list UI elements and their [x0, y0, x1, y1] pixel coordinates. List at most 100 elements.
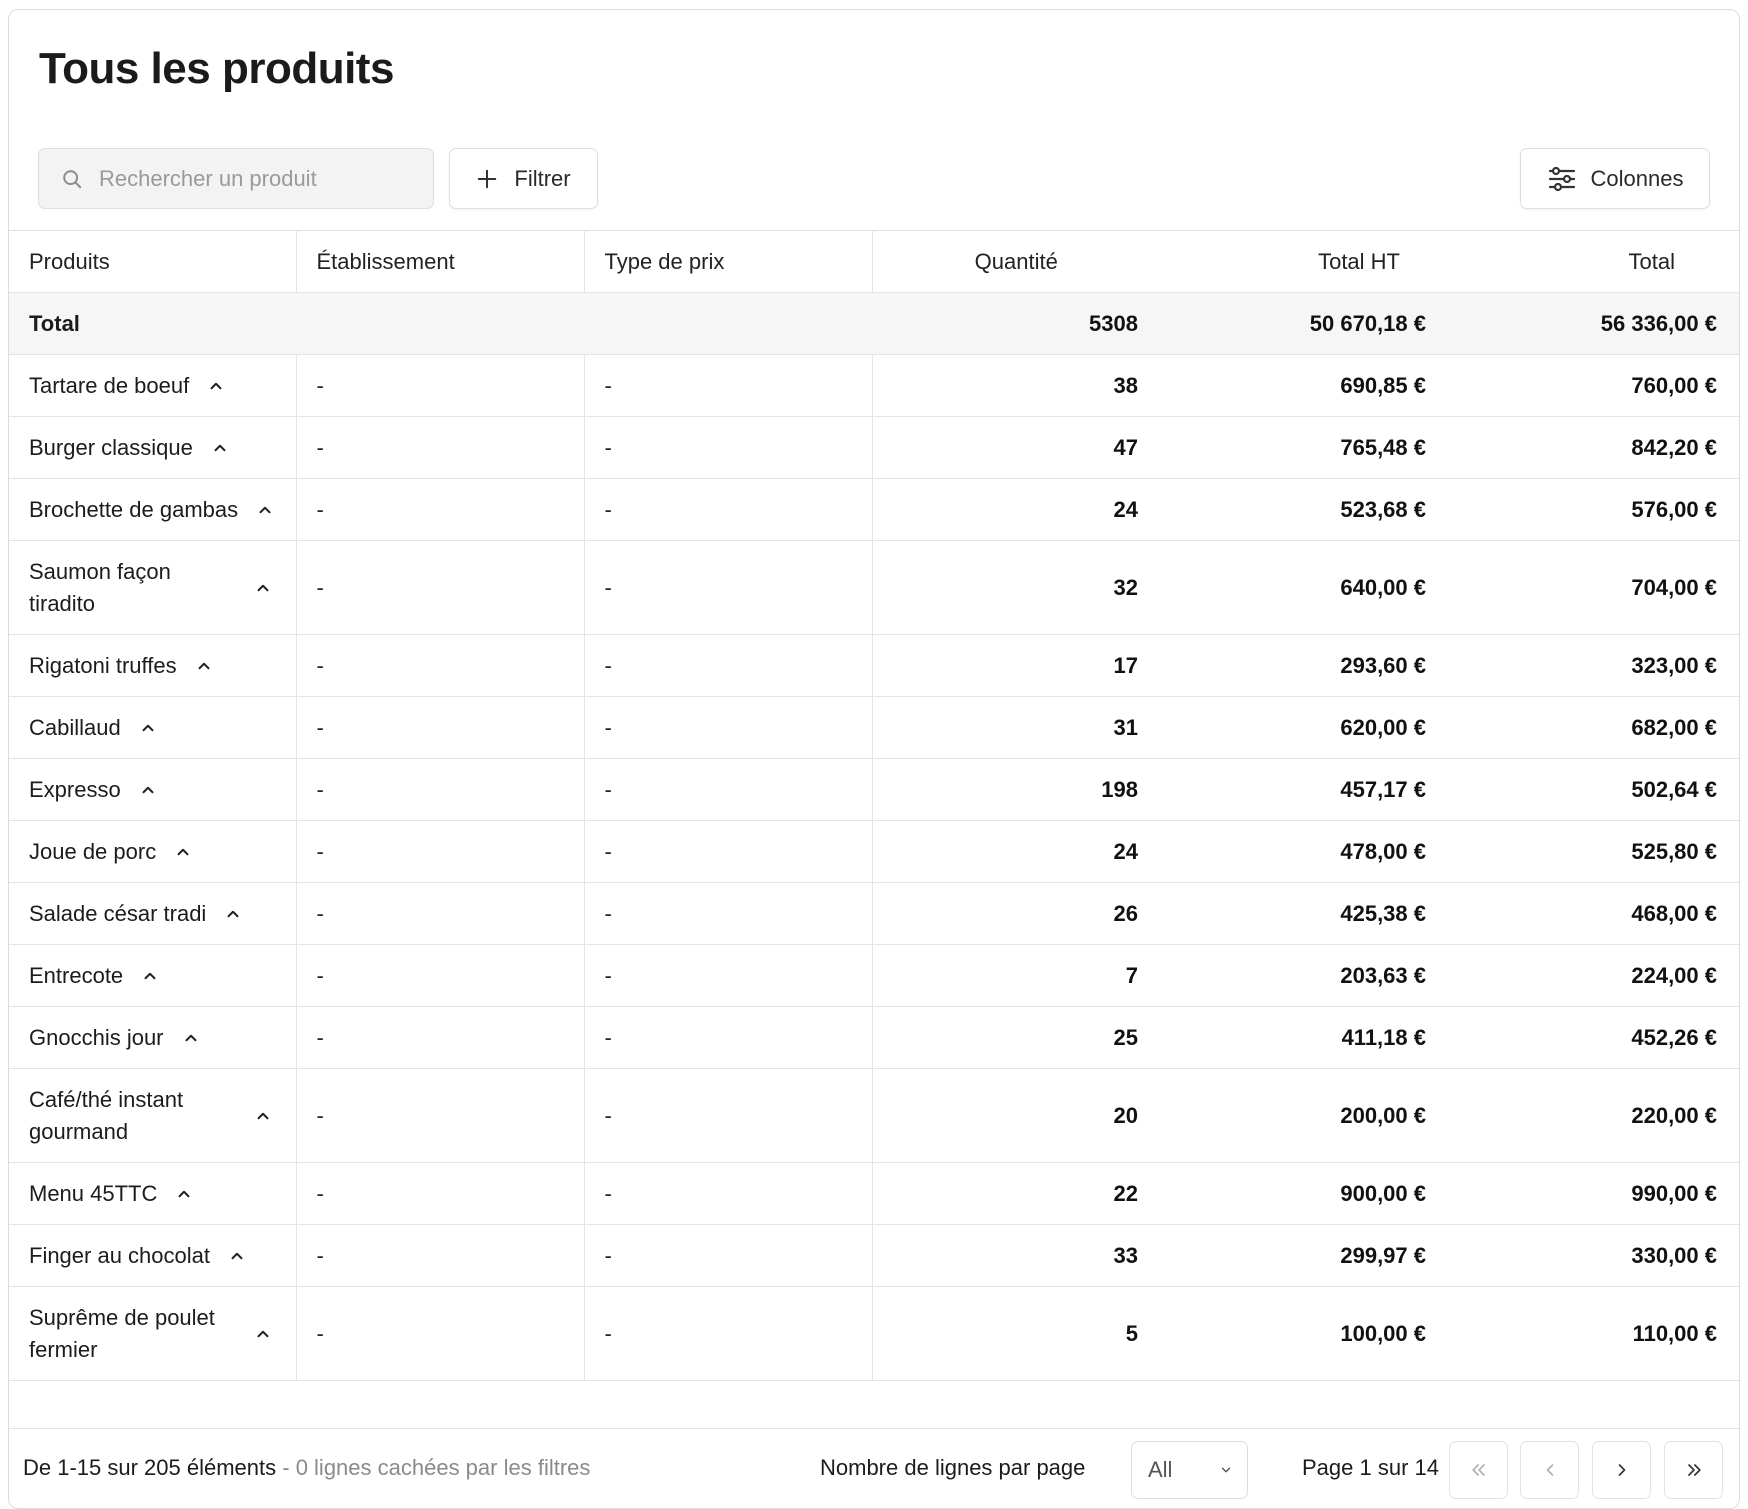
page-info: Page 1 sur 14 [1302, 1455, 1439, 1480]
search-input[interactable] [99, 165, 399, 192]
table-row[interactable]: Joue de porc - -24 478,00 €525,80 € [9, 820, 1739, 883]
chevron-up-icon[interactable] [228, 1247, 246, 1265]
quantity-cell: 198 [872, 758, 1160, 821]
table-row[interactable]: Suprême de poulet fermier - -5 100,00 €110,… [9, 1286, 1739, 1381]
header-total-ht[interactable]: Total HT [1160, 230, 1448, 293]
etablissement-cell: - [296, 696, 585, 759]
total-ht-cell: 425,38 € [1160, 882, 1448, 945]
total-row: Total 5308 50 670,18 € 56 336,00 € [9, 292, 1739, 355]
chevron-left-icon [1546, 1464, 1553, 1476]
product-cell-content: Saumon façon tiradito [29, 556, 276, 620]
total-ht-cell: 457,17 € [1160, 758, 1448, 821]
table-row[interactable]: Entrecote - -7 203,63 €224,00 € [9, 944, 1739, 1007]
quantity-cell: 25 [872, 1006, 1160, 1069]
chevron-up-icon[interactable] [254, 1325, 272, 1343]
pagination-summary: De 1-15 sur 205 éléments - 0 lignes cach… [23, 1455, 590, 1481]
total-ht: 50 670,18 € [1160, 292, 1448, 355]
type-de-prix-cell: - [584, 696, 873, 759]
columns-button[interactable]: Colonnes [1520, 148, 1710, 209]
quantity-cell: 38 [872, 354, 1160, 417]
etablissement-cell: - [296, 478, 585, 541]
header-quantite[interactable]: Quantité [872, 230, 1160, 293]
table-row[interactable]: Burger classique - -47 765,48 €842,20 € [9, 416, 1739, 479]
table-row[interactable]: Brochette de gambas - -24 523,68 €576,00 € [9, 478, 1739, 541]
total-ht-cell: 478,00 € [1160, 820, 1448, 883]
chevron-up-icon[interactable] [182, 1029, 200, 1047]
etablissement-cell: - [296, 1162, 585, 1225]
chevron-up-icon[interactable] [256, 501, 274, 519]
product-cell-content: Menu 45TTC [29, 1178, 276, 1210]
chevron-up-icon[interactable] [211, 439, 229, 457]
chevron-up-icon[interactable] [141, 967, 159, 985]
total-cell: 576,00 € [1448, 478, 1739, 541]
filter-button[interactable]: Filtrer [449, 148, 598, 209]
product-cell-content: Suprême de poulet fermier [29, 1302, 276, 1366]
chevron-up-icon[interactable] [175, 1185, 193, 1203]
total-cell: 110,00 € [1448, 1286, 1739, 1381]
chevron-up-icon[interactable] [254, 1107, 272, 1125]
table-row[interactable]: Café/thé instant gourmand - -20 200,00 €220… [9, 1068, 1739, 1163]
chevron-up-icon[interactable] [174, 843, 192, 861]
table-row[interactable]: Expresso - -198 457,17 €502,64 € [9, 758, 1739, 821]
first-page-button[interactable] [1449, 1441, 1508, 1499]
total-ht-cell: 900,00 € [1160, 1162, 1448, 1225]
type-de-prix-cell: - [584, 1068, 873, 1163]
quantity-cell: 47 [872, 416, 1160, 479]
etablissement-cell: - [296, 1006, 585, 1069]
etablissement-cell: - [296, 354, 585, 417]
table-row[interactable]: Finger au chocolat - -33 299,97 €330,00 € [9, 1224, 1739, 1287]
next-page-button[interactable] [1592, 1441, 1651, 1499]
type-de-prix-cell: - [584, 820, 873, 883]
table-row[interactable]: Rigatoni truffes - -17 293,60 €323,00 € [9, 634, 1739, 697]
total-cell: 990,00 € [1448, 1162, 1739, 1225]
chevron-up-icon[interactable] [254, 579, 272, 597]
table-row[interactable]: Gnocchis jour - -25 411,18 €452,26 € [9, 1006, 1739, 1069]
type-de-prix-cell: - [584, 478, 873, 541]
total-cell: 468,00 € [1448, 882, 1739, 945]
quantity-cell: 32 [872, 540, 1160, 635]
quantity-cell: 20 [872, 1068, 1160, 1163]
toolbar: Filtrer Colonnes [9, 148, 1739, 210]
chevron-up-icon[interactable] [139, 719, 157, 737]
chevron-up-icon[interactable] [139, 781, 157, 799]
product-cell: Expresso [9, 758, 297, 821]
rows-per-page-select[interactable]: All [1131, 1441, 1248, 1499]
type-de-prix-cell: - [584, 1286, 873, 1381]
type-de-prix-cell: - [584, 634, 873, 697]
header-total[interactable]: Total [1448, 230, 1739, 293]
table-row[interactable]: Cabillaud - -31 620,00 €682,00 € [9, 696, 1739, 759]
product-name: Rigatoni truffes [29, 652, 177, 678]
last-page-button[interactable] [1664, 1441, 1723, 1499]
table-row[interactable]: Menu 45TTC - -22 900,00 €990,00 € [9, 1162, 1739, 1225]
product-name: Brochette de gambas [29, 496, 239, 522]
type-de-prix-cell: - [584, 1006, 873, 1069]
total-cell: 760,00 € [1448, 354, 1739, 417]
chevron-up-icon[interactable] [207, 377, 225, 395]
total-cell: 704,00 € [1448, 540, 1739, 635]
header-etablissement[interactable]: Établissement [296, 230, 585, 293]
type-de-prix-cell: - [584, 1224, 873, 1287]
table-row[interactable]: Salade césar tradi - -26 425,38 €468,00 € [9, 882, 1739, 945]
type-de-prix-cell: - [584, 540, 873, 635]
total-label: Total [9, 292, 296, 355]
previous-page-button[interactable] [1520, 1441, 1579, 1499]
search-box[interactable] [38, 148, 434, 209]
table-row[interactable]: Tartare de boeuf - -38 690,85 €760,00 € [9, 354, 1739, 417]
total-cell: 323,00 € [1448, 634, 1739, 697]
total-ht-cell: 299,97 € [1160, 1224, 1448, 1287]
etablissement-cell: - [296, 634, 585, 697]
total-cell: 220,00 € [1448, 1068, 1739, 1163]
rows-per-page-label: Nombre de lignes par page [820, 1455, 1086, 1480]
table-row[interactable]: Saumon façon tiradito - -32 640,00 €704,00 … [9, 540, 1739, 635]
chevron-up-icon[interactable] [195, 657, 213, 675]
header-type-de-prix[interactable]: Type de prix [584, 230, 873, 293]
quantity-cell: 5 [872, 1286, 1160, 1381]
header-produits[interactable]: Produits [9, 230, 297, 293]
sliders-icon [1548, 166, 1575, 191]
products-card: Tous les produits Filtrer Colonnes [8, 9, 1740, 1509]
product-name: Saumon façon tiradito [29, 558, 171, 616]
chevron-up-icon[interactable] [224, 905, 242, 923]
product-cell-content: Gnocchis jour [29, 1022, 276, 1054]
etablissement-cell: - [296, 1068, 585, 1163]
chevrons-right-icon [1687, 1464, 1701, 1476]
